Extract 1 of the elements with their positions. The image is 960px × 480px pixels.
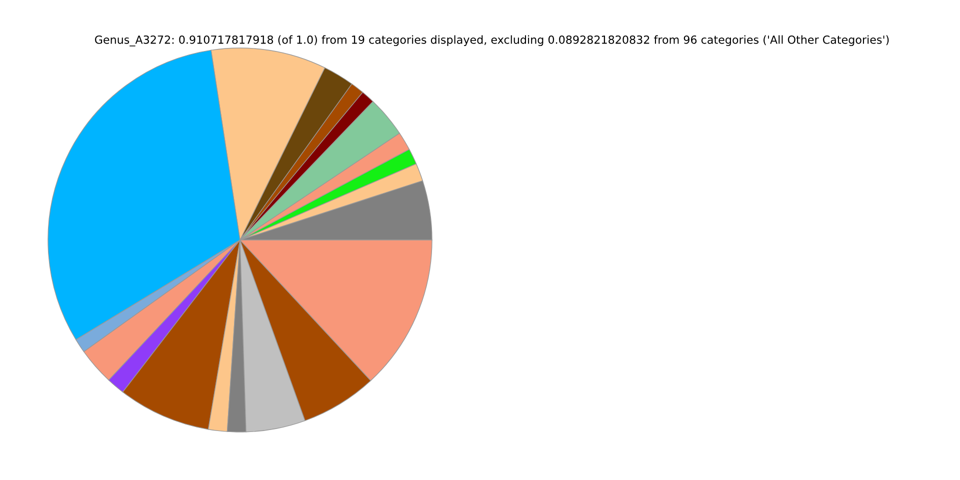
text: Genus_A3272: 0.910717817918 (of 1.0) from 19 categories displayed, excluding 0.0892821820832 from 96 categories ('All Other Categories')	[94, 35, 889, 46]
